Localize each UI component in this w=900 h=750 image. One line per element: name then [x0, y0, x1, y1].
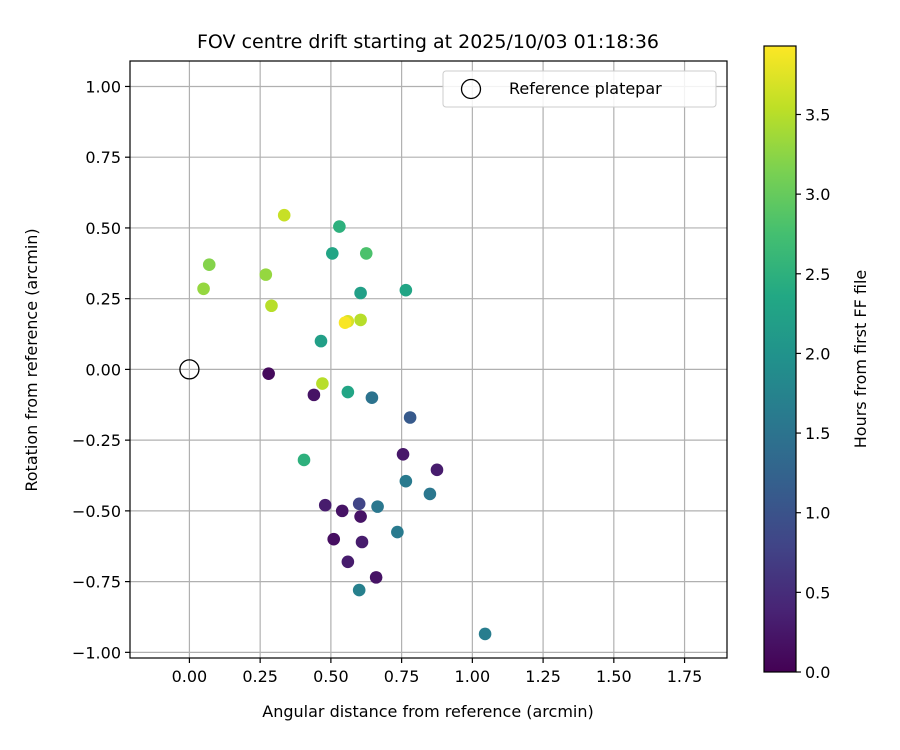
y-tick-label-3: 0.25 — [85, 290, 121, 309]
plot-frame — [129, 60, 728, 659]
data-point-4 — [318, 498, 332, 512]
data-point-29 — [197, 282, 210, 296]
data-point-18 — [352, 583, 366, 597]
data-point-2 — [396, 447, 410, 461]
data-point-25 — [326, 247, 339, 260]
colorbar-frame — [763, 45, 797, 673]
data-point-16 — [371, 500, 384, 513]
reference-platepar-marker — [179, 359, 200, 380]
data-point-19 — [478, 627, 492, 641]
data-point-17 — [391, 525, 404, 539]
data-point-0 — [262, 367, 275, 380]
axes: 0.00 0.25 0.50 0.75 1.00 1.25 1.50 1.75 1.00 0.75… — [72, 60, 728, 686]
data-point-22 — [297, 453, 311, 467]
colorbar-tick-label-7: 3.5 — [805, 105, 830, 124]
y-tick-label-7: −0.75 — [72, 573, 121, 592]
data-point-15 — [423, 487, 437, 501]
x-tick-label-7: 1.75 — [667, 667, 703, 686]
data-point-13 — [365, 391, 379, 404]
data-point-23 — [354, 286, 367, 300]
colorbar-tick-label-1: 0.5 — [805, 583, 830, 602]
data-point-36 — [338, 316, 352, 330]
y-tick-label-5: −0.25 — [72, 431, 121, 450]
data-point-24 — [399, 283, 413, 297]
colorbar-tick-label-3: 1.5 — [805, 424, 830, 443]
colorbar-label: Hours from first FF file — [851, 270, 870, 449]
data-point-33 — [354, 313, 367, 327]
colorbar: 0.0 0.5 1.0 1.5 2.0 2.5 3.0 3.5 Hours from first… — [763, 45, 870, 682]
data-point-5 — [335, 504, 349, 518]
y-tick-label-2: 0.50 — [85, 219, 121, 238]
y-tick-label-1: 0.75 — [85, 148, 121, 167]
data-point-6 — [354, 510, 367, 523]
data-point-30 — [259, 268, 273, 281]
data-point-27 — [359, 247, 373, 260]
colorbar-tick-label-5: 2.5 — [805, 265, 830, 284]
colorbar-tick-label-0: 0.0 — [805, 663, 830, 682]
data-point-21 — [341, 385, 355, 399]
data-point-8 — [355, 535, 369, 549]
x-tick-label-3: 0.75 — [384, 667, 420, 686]
colorbar-tick-label-6: 3.0 — [805, 185, 830, 204]
x-tick-label-5: 1.25 — [525, 667, 561, 686]
x-axis-title: Angular distance from reference (arcmin) — [262, 702, 593, 721]
legend-box — [442, 70, 717, 108]
data-point-34 — [316, 377, 329, 390]
legend-label: Reference platepar — [509, 79, 662, 98]
y-tick-label-6: −0.50 — [72, 502, 121, 521]
data-point-14 — [399, 474, 413, 488]
y-tick-label-4: 0.00 — [85, 360, 121, 379]
colorbar-gradient — [764, 46, 796, 672]
colorbar-tick-label-2: 1.0 — [805, 504, 830, 523]
data-point-1 — [307, 388, 321, 402]
y-axis-title: Rotation from reference (arcmin) — [22, 228, 41, 491]
data-point-31 — [265, 299, 278, 313]
y-tick-label-8: −1.00 — [72, 643, 121, 662]
data-point-7 — [327, 532, 341, 546]
x-tick-label-1: 0.25 — [242, 667, 278, 686]
data-point-26 — [333, 220, 346, 233]
data-point-32 — [277, 208, 291, 222]
grid — [130, 61, 727, 658]
x-tick-label-4: 1.00 — [455, 667, 491, 686]
chart-title: FOV centre drift starting at 2025/10/03 … — [197, 31, 659, 53]
data-point-20 — [314, 334, 328, 348]
data-point-11 — [352, 497, 366, 511]
x-tick-label-0: 0.00 — [172, 667, 208, 686]
data-point-28 — [202, 258, 216, 272]
legend: Reference platepar — [442, 70, 717, 108]
legend-reference-marker — [460, 78, 482, 100]
x-tick-label-6: 1.50 — [596, 667, 632, 686]
data-points — [179, 208, 492, 641]
y-tick-label-0: 1.00 — [85, 77, 121, 96]
x-tick-label-2: 0.50 — [313, 667, 349, 686]
data-point-10 — [369, 571, 383, 584]
data-point-3 — [430, 463, 444, 477]
colorbar-tick-label-4: 2.0 — [805, 344, 830, 363]
data-point-12 — [403, 411, 417, 424]
data-point-9 — [341, 555, 355, 569]
